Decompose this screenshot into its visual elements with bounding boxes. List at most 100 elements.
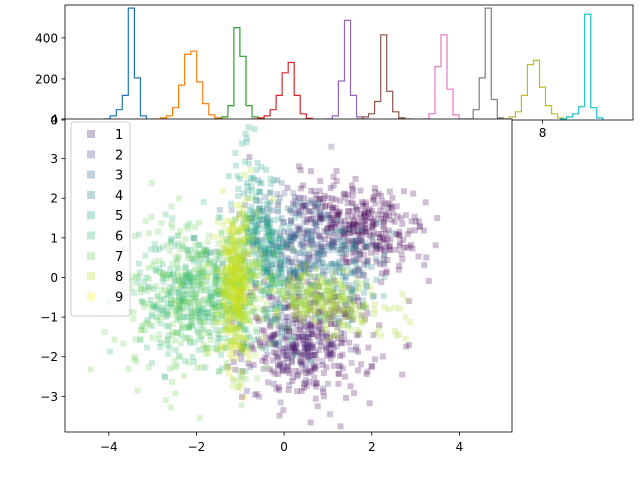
scatter-point — [207, 285, 213, 292]
scatter-point — [318, 204, 325, 211]
scatter-point — [346, 245, 352, 252]
scatter-point — [325, 213, 332, 220]
scatter-point — [228, 207, 235, 214]
scatter-point — [194, 364, 201, 371]
scatter-point — [300, 340, 307, 347]
scatter-point — [334, 221, 340, 228]
scatter-point — [292, 197, 299, 204]
scatter-point — [236, 265, 243, 272]
scatter-point — [275, 274, 282, 281]
scatter-point — [329, 238, 336, 245]
scatter-point — [244, 266, 251, 273]
scatter-point — [254, 222, 261, 229]
scatter-point — [301, 219, 308, 226]
scatter-point — [286, 344, 293, 351]
scatter-point — [272, 341, 279, 348]
scatter-point — [196, 307, 203, 314]
scatter-point — [351, 237, 358, 244]
scatter-point — [349, 222, 356, 229]
scatter-point — [302, 376, 309, 383]
scatter-point — [309, 200, 316, 207]
scatter-point — [402, 335, 409, 342]
scatter-point — [191, 255, 198, 262]
scatter-point — [241, 394, 248, 401]
scatter-point — [318, 339, 325, 346]
scatter-point — [290, 295, 297, 302]
scatter-point — [309, 344, 316, 351]
scatter-point — [325, 240, 332, 247]
scatter-point — [225, 370, 232, 377]
scatter-point — [369, 224, 376, 231]
scatter-point — [240, 253, 247, 260]
scatter-point — [221, 289, 228, 296]
scatter-point — [323, 330, 330, 337]
scatter-point — [250, 239, 257, 246]
scatter-point — [235, 229, 242, 235]
scatter-point — [279, 363, 286, 370]
scatter-point — [233, 261, 240, 268]
scatter-point — [217, 319, 223, 326]
scatter-point — [242, 299, 249, 306]
scatter-point — [229, 228, 236, 235]
scatter-point — [275, 355, 282, 362]
scatter-point — [254, 375, 261, 382]
scatter-point — [244, 293, 251, 300]
scatter-point — [146, 275, 152, 282]
scatter-point — [255, 254, 262, 261]
scatter-point — [360, 297, 366, 304]
scatter-point — [139, 323, 145, 330]
scatter-point — [288, 285, 295, 292]
scatter-point — [221, 288, 228, 295]
scatter-point — [157, 296, 164, 303]
scatter-point — [327, 296, 333, 303]
scatter-point — [236, 253, 243, 259]
scatter-point — [261, 212, 268, 219]
scatter-point — [351, 228, 358, 235]
scatter-point — [245, 242, 252, 249]
scatter-point — [242, 202, 248, 209]
scatter-point — [311, 351, 318, 358]
scatter-point — [284, 314, 291, 320]
scatter-point — [236, 228, 243, 234]
scatter-point — [231, 341, 238, 348]
histogram-series-9 — [560, 13, 604, 120]
scatter-point — [320, 286, 327, 293]
scatter-point — [269, 207, 276, 214]
scatter-point — [237, 343, 244, 350]
scatter-point — [301, 195, 308, 202]
scatter-point — [335, 370, 342, 377]
scatter-point — [378, 230, 385, 237]
scatter-point — [204, 239, 211, 246]
scatter-point — [311, 188, 318, 195]
scatter-point — [175, 232, 182, 239]
scatter-point — [293, 323, 300, 330]
scatter-point — [293, 345, 300, 352]
scatter-point — [202, 248, 209, 255]
scatter-point — [373, 241, 380, 248]
scatter-point — [234, 325, 240, 332]
scatter-point — [348, 246, 355, 253]
scatter-point — [406, 342, 412, 349]
histogram-y-tick-label: 200 — [35, 72, 58, 86]
scatter-point — [166, 344, 173, 351]
scatter-point — [258, 251, 265, 258]
scatter-point — [315, 251, 322, 258]
scatter-point — [379, 235, 386, 242]
scatter-point — [294, 223, 301, 230]
scatter-point — [168, 203, 175, 210]
scatter-point — [191, 358, 198, 365]
scatter-point — [186, 282, 193, 289]
scatter-point — [336, 270, 343, 276]
scatter-point — [397, 215, 404, 222]
scatter-point — [324, 211, 331, 218]
scatter-point — [339, 286, 346, 292]
scatter-point — [368, 263, 375, 270]
scatter-point — [249, 271, 256, 278]
scatter-point — [301, 315, 308, 322]
scatter-point — [244, 234, 251, 241]
scatter-point — [220, 284, 226, 291]
scatter-point — [223, 327, 230, 334]
scatter-point — [257, 212, 263, 219]
scatter-point — [208, 296, 214, 303]
scatter-point — [332, 196, 339, 203]
